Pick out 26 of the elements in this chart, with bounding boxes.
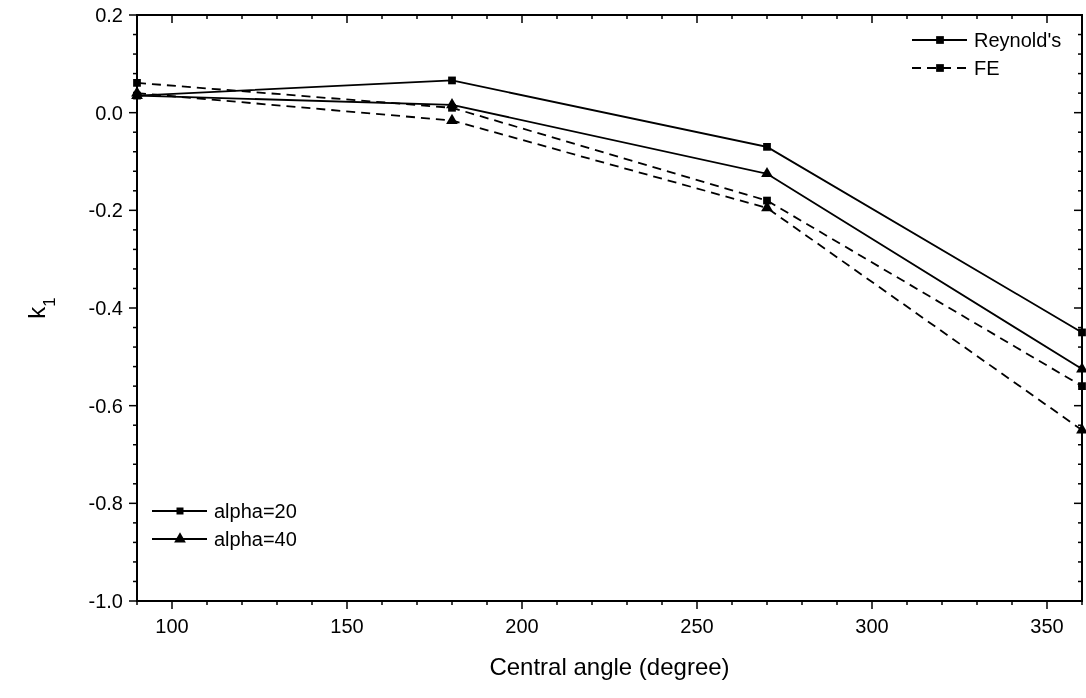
y-tick-label: -0.8 (88, 492, 123, 515)
x-tick-label: 200 (505, 615, 539, 637)
legend-label: alpha=40 (214, 528, 297, 550)
point (448, 76, 456, 85)
point (133, 79, 141, 87)
legend-label: Reynold's (974, 29, 1062, 51)
x-tick-label: 150 (330, 615, 364, 637)
x-tick-label: 250 (680, 615, 714, 637)
y-tick-label: -1.0 (88, 590, 123, 612)
x-tick-label: 300 (855, 615, 889, 637)
x-tick-label: 350 (1030, 615, 1064, 637)
point (1078, 328, 1086, 337)
point (446, 113, 458, 124)
y-tick-label: 0.0 (95, 101, 123, 124)
point (761, 166, 773, 178)
legend-label: FE (974, 57, 1000, 79)
point (1078, 382, 1086, 391)
y-tick-label: -0.2 (88, 199, 123, 222)
point (446, 98, 458, 109)
y-tick-label: 0.2 (95, 4, 123, 26)
y-tick-label: -0.4 (88, 297, 123, 319)
annotation: alpha=20 (214, 500, 297, 522)
x-axis-title: Central angle (degree) (489, 653, 730, 680)
y-tick-label: -0.6 (88, 394, 123, 417)
point (763, 142, 771, 151)
x-tick-label: 100 (155, 615, 189, 637)
